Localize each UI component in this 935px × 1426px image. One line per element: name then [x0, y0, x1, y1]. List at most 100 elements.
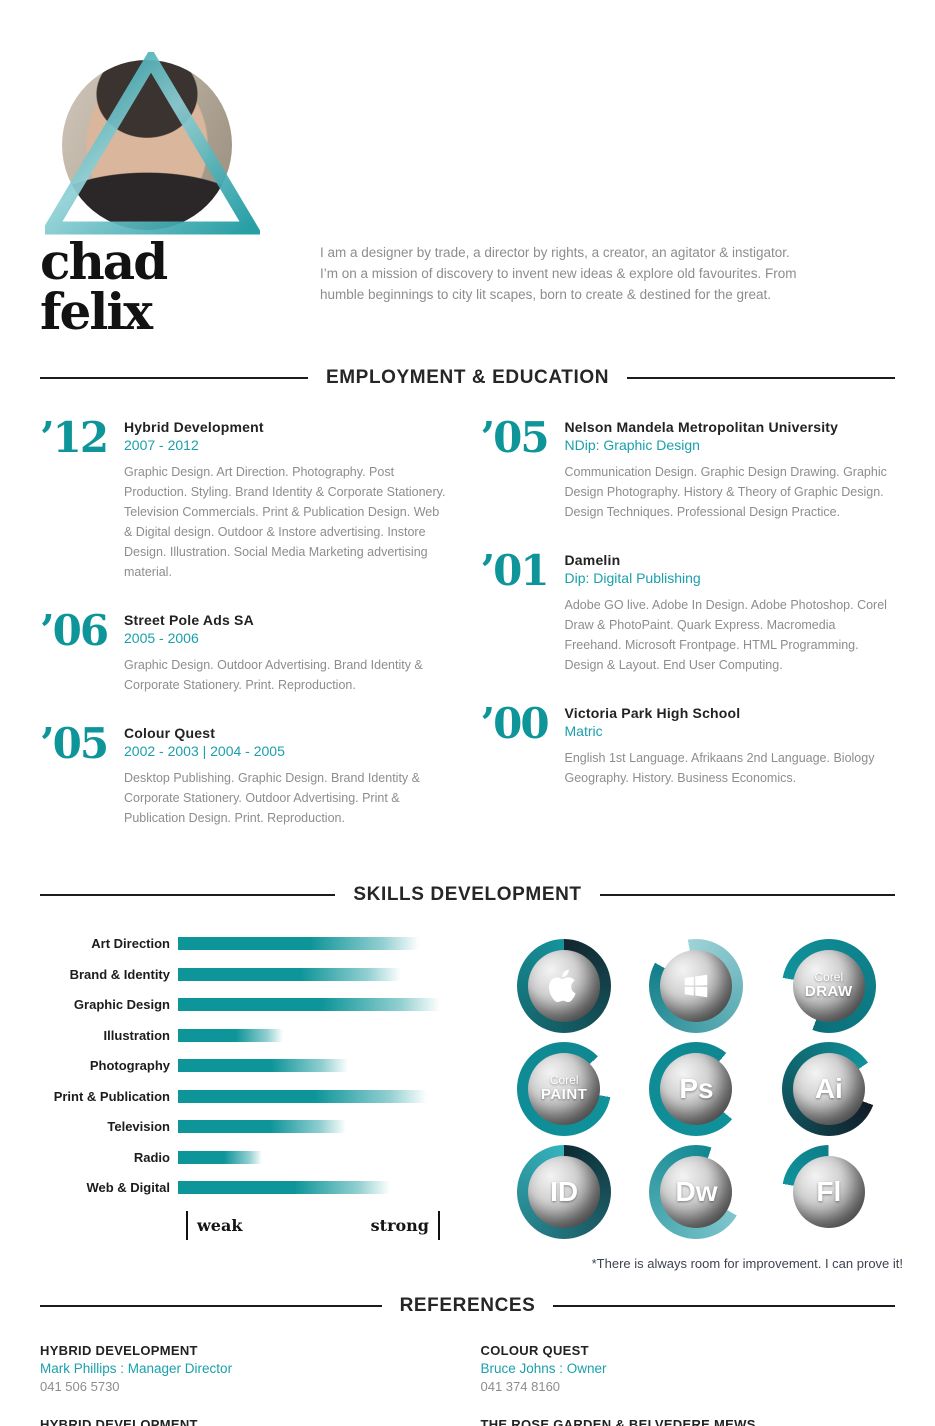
skill-label: Photography [89, 1058, 170, 1073]
skill-label: Brand & Identity [69, 966, 170, 982]
axis-max-label: strong [370, 1215, 429, 1235]
section-header-employment: EMPLOYMENT & EDUCATION [0, 367, 935, 389]
skill-bar [178, 1059, 440, 1072]
flash-label: Fl [792, 1155, 865, 1228]
entry-title: Damelin [564, 552, 621, 568]
entry-description: Graphic Design. Art Direction. Photograp… [124, 465, 446, 579]
software-badge-corel-paint: Corel PAINT [517, 1041, 612, 1136]
label-main: Dw [675, 1175, 718, 1207]
photoshop-label: Ps [660, 1052, 733, 1125]
label-top: Corel [549, 1072, 579, 1087]
triangle-logo-icon [45, 52, 260, 235]
reference-item: THE ROSE GARDEN & BELVEDERE MEWS Roy Bou… [481, 1417, 896, 1426]
references-column-right: COLOUR QUEST Bruce Johns : Owner 041 374… [481, 1343, 896, 1426]
label-top: Corel [814, 969, 844, 984]
corel-paint-label: Corel PAINT [528, 1052, 601, 1125]
reference-item: HYBRID DEVELOPMENT Werner Ingram : Head … [40, 1417, 455, 1426]
illustrator-label: Ai [792, 1052, 865, 1125]
skill-label: Graphic Design [73, 997, 170, 1012]
entry-period: 2002 - 2003 | 2004 - 2005 [124, 743, 285, 759]
skill-bar [178, 1028, 440, 1042]
software-badge-illustrator: Ai [781, 1041, 876, 1136]
label-main: Ps [679, 1072, 714, 1104]
label-main: DRAW [804, 982, 853, 1000]
entry-year: ’12 [40, 413, 109, 462]
skill-bar [178, 937, 440, 950]
dreamweaver-label: Dw [660, 1155, 733, 1228]
intro-text: I am a designer by trade, a director by … [320, 245, 797, 302]
apple-logo-icon [528, 949, 601, 1022]
software-badge-corel-draw: Corel DRAW [781, 938, 876, 1033]
label-main: Ai [814, 1072, 843, 1104]
skill-label: Television [107, 1119, 170, 1134]
references-grid: HYBRID DEVELOPMENT Mark Phillips : Manag… [0, 1343, 935, 1426]
reference-company: HYBRID DEVELOPMENT [40, 1342, 198, 1358]
entry-year: ’05 [40, 719, 109, 768]
entry-period: 2005 - 2006 [124, 630, 199, 646]
skill-bar [178, 1181, 440, 1194]
education-entry: ’01 Damelin Dip: Digital Publishing Adob… [480, 546, 896, 675]
label-main: Fl [816, 1175, 842, 1207]
divider [627, 377, 896, 379]
skill-bar [178, 1120, 440, 1133]
divider [40, 377, 308, 379]
entry-description: Communication Design. Graphic Design Dra… [564, 465, 887, 519]
reference-company: HYBRID DEVELOPMENT [40, 1416, 198, 1426]
education-entry: ’05 Nelson Mandela Metropolitan Universi… [480, 413, 896, 522]
skill-bar [178, 998, 440, 1011]
skill-label: Illustration [103, 1027, 170, 1043]
software-proficiency-grid: Corel DRAW Corel PAINT Ps Ai ID Dw [440, 938, 895, 1240]
entry-description: Desktop Publishing. Graphic Design. Bran… [124, 771, 420, 825]
software-badge-photoshop: Ps [649, 1041, 744, 1136]
skill-bar [178, 967, 440, 981]
section-header-references: REFERENCES [0, 1295, 935, 1317]
employment-entry: ’06 Street Pole Ads SA 2005 - 2006 Graph… [40, 606, 455, 695]
entry-title: Hybrid Development [124, 419, 264, 435]
logo [45, 52, 260, 237]
reference-company: COLOUR QUEST [480, 1342, 589, 1358]
divider [40, 1304, 382, 1307]
skills-bar-chart: Art Direction Brand & Identity Graphic D… [40, 936, 440, 1240]
entry-period: Matric [564, 723, 603, 739]
entry-year: ’06 [40, 606, 109, 655]
skill-label: Web & Digital [86, 1180, 170, 1195]
references-column-left: HYBRID DEVELOPMENT Mark Phillips : Manag… [40, 1343, 455, 1426]
education-column-right: ’05 Nelson Mandela Metropolitan Universi… [480, 413, 896, 858]
entry-description: Adobe GO live. Adobe In Design. Adobe Ph… [564, 598, 887, 672]
section-title: REFERENCES [399, 1294, 536, 1316]
software-badge-indesign: ID [517, 1144, 612, 1239]
windows-logo-icon [660, 949, 733, 1022]
indesign-label: ID [528, 1155, 601, 1228]
education-entry: ’00 Victoria Park High School Matric Eng… [480, 699, 896, 788]
skill-bar [178, 1089, 440, 1103]
entry-period: Dip: Digital Publishing [564, 570, 701, 586]
corel-draw-label: Corel DRAW [792, 949, 865, 1022]
section-title: SKILLS DEVELOPMENT [353, 884, 582, 905]
entry-title: Street Pole Ads SA [124, 612, 254, 628]
skill-bar [178, 1150, 440, 1164]
employment-grid: ’12 Hybrid Development 2007 - 2012 Graph… [0, 411, 935, 858]
reference-item: HYBRID DEVELOPMENT Mark Phillips : Manag… [40, 1343, 455, 1394]
divider [553, 1304, 896, 1307]
employment-column-left: ’12 Hybrid Development 2007 - 2012 Graph… [40, 413, 455, 858]
label-main: ID [550, 1175, 579, 1207]
employment-entry: ’12 Hybrid Development 2007 - 2012 Graph… [40, 413, 455, 582]
skills-footnote: *There is always room for improvement. I… [591, 1255, 903, 1271]
software-badge-apple [517, 938, 612, 1033]
software-badge-windows [649, 938, 744, 1033]
entry-title: Colour Quest [124, 725, 216, 741]
entry-year: ’01 [480, 546, 550, 595]
chart-axis: weak strong [186, 1210, 440, 1240]
entry-period: 2007 - 2012 [124, 437, 199, 453]
employment-entry: ’05 Colour Quest 2002 - 2003 | 2004 - 20… [40, 719, 455, 828]
skill-label: Art Direction [91, 936, 170, 951]
entry-year: ’05 [480, 413, 550, 462]
entry-year: ’00 [480, 699, 550, 748]
skills-content: Art Direction Brand & Identity Graphic D… [0, 936, 935, 1240]
reference-person: Bruce Johns : Owner [480, 1360, 607, 1376]
skill-label: Print & Publication [53, 1088, 170, 1104]
entry-title: Nelson Mandela Metropolitan University [564, 419, 839, 435]
axis-min-label: weak [197, 1215, 243, 1235]
reference-phone: 041 506 5730 [40, 1378, 120, 1394]
software-badge-flash: Fl [781, 1144, 876, 1239]
